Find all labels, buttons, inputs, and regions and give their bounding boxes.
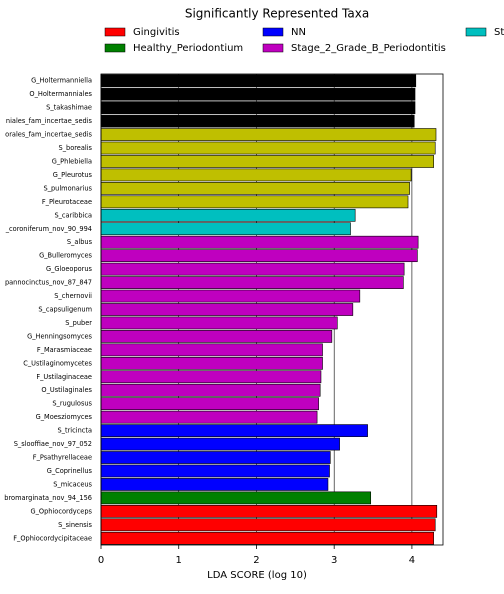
bar — [100, 437, 340, 451]
legend-label: Gingivitis — [133, 27, 180, 38]
bar — [100, 114, 415, 128]
bar — [100, 356, 323, 370]
legend-swatch — [104, 43, 126, 53]
y-tick-label: S_sinensis — [58, 521, 92, 529]
bar — [100, 195, 409, 209]
y-tick-label: O_Holtermanniales — [29, 90, 92, 98]
bar — [100, 235, 419, 249]
bar — [100, 262, 405, 276]
y-tick-label: niales_fam_incertae_sedis — [6, 117, 93, 125]
y-tick-label: S_caribbica — [54, 211, 92, 219]
y-tick-label: _coroniferum_nov_90_994 — [5, 225, 92, 233]
bar — [100, 168, 412, 182]
y-tick-label: S_pulmonarius — [43, 184, 92, 192]
y-tick-label: bromarginata_nov_94_156 — [4, 494, 92, 502]
y-tick-label: S_capsuligenum — [38, 306, 92, 314]
bar — [100, 289, 361, 303]
legend-swatch — [262, 27, 284, 37]
bar — [100, 316, 338, 330]
bar — [100, 464, 330, 478]
bar — [100, 101, 416, 114]
y-tick-label: S_takashimae — [46, 104, 92, 112]
bar — [100, 451, 331, 464]
bar — [100, 155, 434, 168]
bar — [100, 491, 372, 505]
chart-title: Significantly Represented Taxa — [185, 7, 369, 21]
bar — [100, 276, 404, 289]
y-tick-label: C_Ustilaginomycetes — [23, 359, 92, 367]
y-tick-label: G_Pleurotus — [53, 171, 93, 179]
legend-label: St — [494, 27, 504, 38]
bar — [100, 478, 329, 491]
y-tick-label: F_Pleurotaceae — [42, 198, 92, 206]
y-tick-label: G_Coprinellus — [47, 467, 93, 475]
x-tick-label: 3 — [331, 555, 337, 566]
y-tick-label: orales_fam_incertae_sedis — [5, 131, 92, 139]
legend-label: NN — [291, 27, 306, 38]
bar — [100, 424, 368, 437]
bar — [100, 128, 437, 141]
bar — [100, 370, 322, 384]
legend-swatch — [465, 27, 487, 37]
y-tick-label: F_Ustilaginaceae — [36, 373, 92, 381]
y-tick-label: pannocinctus_nov_87_847 — [5, 279, 92, 287]
y-tick-label: S_puber — [65, 319, 92, 327]
y-tick-label: F_Ophiocordycipitaceae — [13, 534, 92, 542]
y-tick-label: S_borealis — [59, 144, 93, 152]
y-tick-label: G_Henningsomyces — [27, 332, 92, 340]
legend-label: Stage_2_Grade_B_Periodontitis — [291, 43, 446, 54]
y-tick-label: S_chernovii — [54, 292, 92, 300]
bar — [100, 531, 434, 545]
y-tick-label: G_Gloeoporus — [46, 265, 93, 273]
bar — [100, 141, 436, 155]
y-tick-label: G_Ophiocordyceps — [31, 507, 93, 515]
x-tick-label: 2 — [253, 555, 259, 566]
bar — [100, 505, 438, 518]
bar — [100, 518, 436, 532]
x-tick-label: 1 — [176, 555, 182, 566]
y-tick-label: F_Psathyrellaceae — [33, 454, 92, 462]
y-tick-label: G_Holtermanniella — [31, 77, 92, 85]
y-tick-label: S_tricincta — [58, 427, 93, 435]
x-tick-label: 4 — [409, 555, 415, 566]
bar — [100, 383, 321, 397]
x-axis-label: LDA SCORE (log 10) — [207, 570, 307, 581]
bar — [100, 397, 319, 411]
bar — [100, 182, 410, 195]
y-tick-label: S_micaceus — [53, 480, 92, 488]
legend-swatch — [262, 43, 284, 53]
y-tick-label: O_Ustilaginales — [41, 386, 92, 394]
legend-swatch — [104, 27, 126, 37]
bar — [100, 343, 323, 357]
bar — [100, 74, 417, 88]
y-tick-label: G_Moesziomyces — [36, 413, 93, 421]
y-tick-label: S_rugulosus — [52, 400, 92, 408]
bar — [100, 249, 418, 263]
y-tick-label: G_Bulleromyces — [39, 252, 92, 260]
bar — [100, 330, 333, 343]
legend-label: Healthy_Periodontium — [133, 43, 243, 54]
x-tick-label: 0 — [98, 555, 104, 566]
bar — [100, 208, 356, 222]
bar — [100, 222, 351, 236]
bar — [100, 87, 416, 101]
y-tick-label: S_slooffiae_nov_97_052 — [14, 440, 92, 448]
bar — [100, 303, 354, 316]
plot-frame — [100, 73, 444, 546]
y-tick-label: G_Phlebiella — [52, 157, 92, 165]
y-tick-label: F_Marasmiaceae — [37, 346, 92, 354]
bar — [100, 410, 318, 424]
y-tick-label: S_albus — [67, 238, 93, 246]
